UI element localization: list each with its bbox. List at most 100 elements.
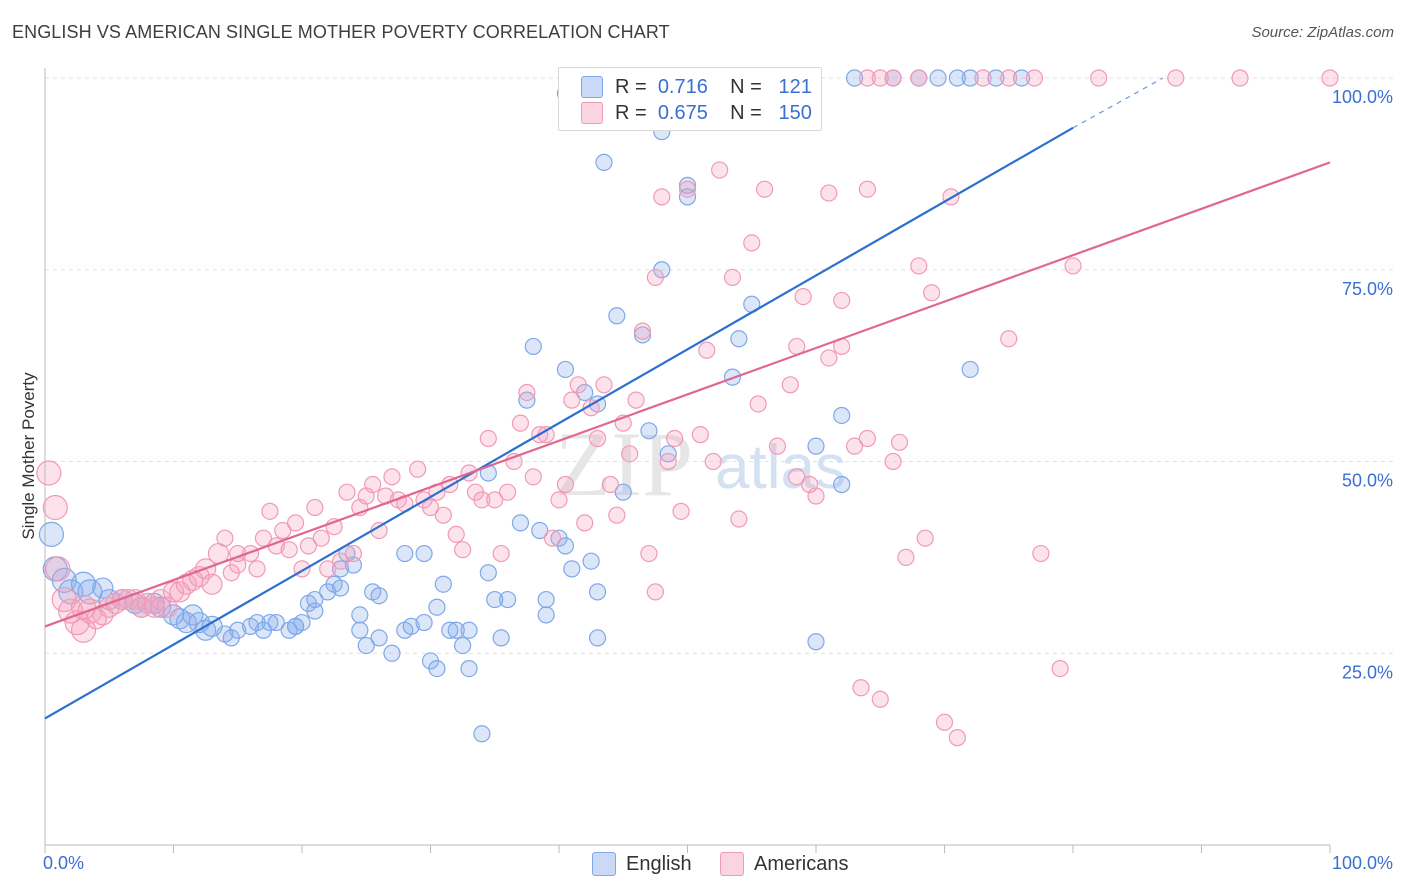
- americans-point: [582, 399, 600, 417]
- english-point: [331, 579, 350, 597]
- americans-point: [897, 548, 915, 566]
- y-axis-label: Single Mother Poverty: [19, 372, 38, 540]
- x-tick-label-max: 100.0%: [1332, 853, 1393, 873]
- english-point: [150, 596, 172, 618]
- americans-point: [711, 161, 729, 179]
- americans-point: [788, 468, 806, 486]
- americans-point: [454, 541, 472, 559]
- americans-point: [511, 414, 530, 432]
- english-point: [833, 406, 851, 425]
- english-point: [306, 602, 324, 620]
- americans-point: [1000, 69, 1018, 87]
- tick-labels: 25.0% 50.0% 75.0% 100.0% 0.0% 100.0%: [43, 87, 1393, 873]
- legend-americans[interactable]: Americans: [720, 851, 848, 877]
- americans-point: [319, 560, 337, 578]
- americans-point: [608, 506, 626, 524]
- americans-point: [473, 491, 491, 509]
- english-point: [556, 537, 575, 555]
- english-point: [396, 544, 414, 563]
- english-point: [460, 621, 478, 639]
- english-point: [267, 613, 285, 632]
- english-point: [286, 617, 305, 636]
- americans-point: [820, 184, 838, 202]
- americans-point: [486, 491, 504, 509]
- english-point: [492, 629, 510, 647]
- english-point: [415, 613, 433, 632]
- americans-point: [383, 468, 401, 486]
- americans-point: [42, 494, 68, 521]
- english-point: [614, 483, 632, 501]
- english-point: [833, 475, 851, 494]
- english-point: [351, 621, 369, 639]
- y-tick-label: 50.0%: [1342, 471, 1393, 491]
- americans-point: [331, 552, 350, 570]
- english-point: [447, 621, 465, 639]
- r-label: R =: [615, 101, 647, 124]
- english-trend-extension: [1072, 77, 1164, 129]
- n-label: N =: [730, 75, 762, 98]
- americans-point: [569, 376, 587, 394]
- americans-point: [306, 498, 324, 517]
- english-point: [434, 575, 452, 593]
- americans-point: [576, 514, 594, 532]
- english-point: [987, 69, 1005, 87]
- english-point: [357, 636, 375, 655]
- americans-point: [640, 544, 658, 563]
- americans-point: [845, 437, 864, 455]
- americans-r-value: 0.675: [657, 101, 708, 124]
- y-tick-label: 75.0%: [1342, 279, 1393, 299]
- americans-point: [858, 180, 877, 198]
- americans-point: [807, 487, 825, 505]
- n-label: N =: [730, 101, 762, 124]
- english-point: [370, 587, 388, 605]
- americans-point: [627, 391, 645, 409]
- chart-title: ENGLISH VS AMERICAN SINGLE MOTHER POVERT…: [12, 22, 670, 42]
- americans-point: [248, 560, 266, 578]
- english-swatch: [581, 76, 603, 98]
- english-point: [961, 360, 979, 379]
- english-point: [511, 514, 530, 532]
- americans-point: [743, 234, 761, 252]
- english-point: [807, 633, 825, 651]
- americans-point: [666, 429, 684, 448]
- americans-point: [884, 452, 902, 471]
- r-label: R =: [615, 75, 647, 98]
- americans-point: [910, 69, 928, 87]
- english-point: [595, 153, 613, 171]
- americans-point: [312, 529, 330, 547]
- americans-point: [781, 376, 799, 394]
- english-point: [730, 330, 748, 348]
- americans-point: [254, 529, 273, 547]
- legend-english[interactable]: English: [592, 851, 692, 877]
- english-point: [229, 621, 247, 639]
- english-point: [531, 521, 549, 540]
- axes: [44, 68, 1331, 853]
- y-tick-label: 25.0%: [1342, 662, 1393, 682]
- americans-point: [678, 180, 697, 198]
- americans-point: [45, 556, 71, 582]
- english-point: [537, 590, 555, 609]
- english-point: [92, 577, 114, 599]
- english-point: [499, 590, 517, 609]
- americans-point: [499, 483, 517, 501]
- americans-point: [1000, 330, 1018, 348]
- americans-point: [890, 433, 909, 451]
- americans-point: [524, 468, 542, 486]
- english-point: [563, 560, 581, 578]
- americans-point: [364, 475, 382, 494]
- english-point: [807, 437, 825, 455]
- americans-point: [242, 544, 260, 563]
- americans-point: [274, 521, 292, 540]
- americans-point: [916, 529, 934, 547]
- americans-point: [588, 429, 607, 448]
- americans-point: [691, 426, 709, 444]
- americans-point: [216, 529, 234, 547]
- americans-point: [556, 475, 575, 494]
- english-point: [588, 629, 607, 647]
- americans-point: [286, 514, 305, 532]
- americans-point: [974, 69, 992, 87]
- english-point: [479, 564, 497, 582]
- americans-point: [1025, 69, 1044, 87]
- americans-trend-line: [44, 161, 1331, 628]
